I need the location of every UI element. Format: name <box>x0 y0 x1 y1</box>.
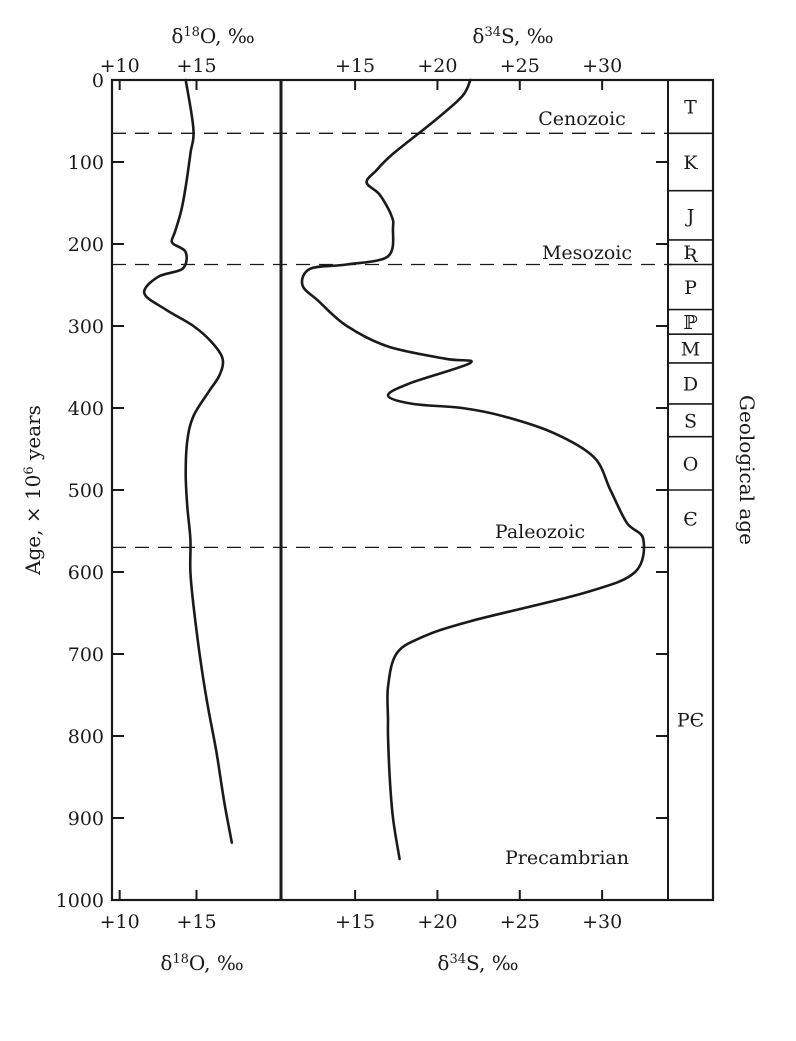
chart-labels: Age, × 106 years Geological age δ18O, ‰ δ18… <box>21 24 759 975</box>
age-axis-title: Age, × 106 years <box>21 405 45 576</box>
era-label: Mesozoic <box>542 242 632 264</box>
sulfur-tick-label-bottom: +15 <box>335 911 375 933</box>
period-label: Є <box>683 509 698 531</box>
isotope-curves <box>142 78 646 861</box>
chart-frame <box>110 78 715 902</box>
geological-age-axis-title: Geological age <box>735 395 759 545</box>
era-label: Paleozoic <box>495 521 585 543</box>
period-label: ℙ <box>683 312 697 334</box>
age-tick-label: 400 <box>68 398 104 420</box>
period-label: P <box>684 277 697 299</box>
period-label: S <box>684 410 697 432</box>
period-label: K <box>683 152 698 174</box>
age-tick-label: 300 <box>68 316 104 338</box>
period-label: Ʀ <box>683 242 698 264</box>
oxygen-tick-label-bottom: +15 <box>176 911 216 933</box>
era-label: Cenozoic <box>538 108 626 130</box>
sulfur-tick-label-top: +20 <box>417 55 457 77</box>
period-label: J <box>685 205 695 227</box>
age-tick-label: 1000 <box>56 890 104 912</box>
sulfur-axis-title-bottom: δ34S, ‰ <box>437 951 518 975</box>
oxygen-tick-label-top: +10 <box>100 55 140 77</box>
sulfur-tick-label-bottom: +25 <box>500 911 540 933</box>
precambrian-label: Precambrian <box>505 847 629 869</box>
period-label: O <box>683 453 699 475</box>
age-tick-label: 900 <box>68 808 104 830</box>
period-label: D <box>683 373 698 395</box>
sulfur-tick-label-bottom: +20 <box>417 911 457 933</box>
period-label: T <box>684 97 697 119</box>
oxygen-axis-title-bottom: δ18O, ‰ <box>160 951 243 975</box>
oxygen-tick-label-top: +15 <box>176 55 216 77</box>
sulfur-tick-label-bottom: +30 <box>582 911 622 933</box>
sulfur-isotope-curve <box>300 78 646 861</box>
oxygen-isotope-curve <box>142 78 234 844</box>
era-boundaries <box>112 132 672 549</box>
age-tick-label: 500 <box>68 480 104 502</box>
period-label: PЄ <box>677 710 704 732</box>
age-tick-label: 200 <box>68 234 104 256</box>
age-tick-label: 600 <box>68 562 104 584</box>
sulfur-tick-label-top: +25 <box>500 55 540 77</box>
oxygen-tick-label-bottom: +10 <box>100 911 140 933</box>
sulfur-tick-label-top: +30 <box>582 55 622 77</box>
age-tick-label: 800 <box>68 726 104 748</box>
axes: 01002003004005006007008009001000+10+10+1… <box>56 55 668 933</box>
age-tick-label: 700 <box>68 644 104 666</box>
age-tick-label: 100 <box>68 152 104 174</box>
plot-border <box>110 78 715 902</box>
sulfur-axis-title-top: δ34S, ‰ <box>472 24 553 48</box>
sulfur-tick-label-top: +15 <box>335 55 375 77</box>
age-tick-label: 0 <box>92 70 104 92</box>
oxygen-axis-title-top: δ18O, ‰ <box>171 24 254 48</box>
period-label: M <box>681 339 700 361</box>
